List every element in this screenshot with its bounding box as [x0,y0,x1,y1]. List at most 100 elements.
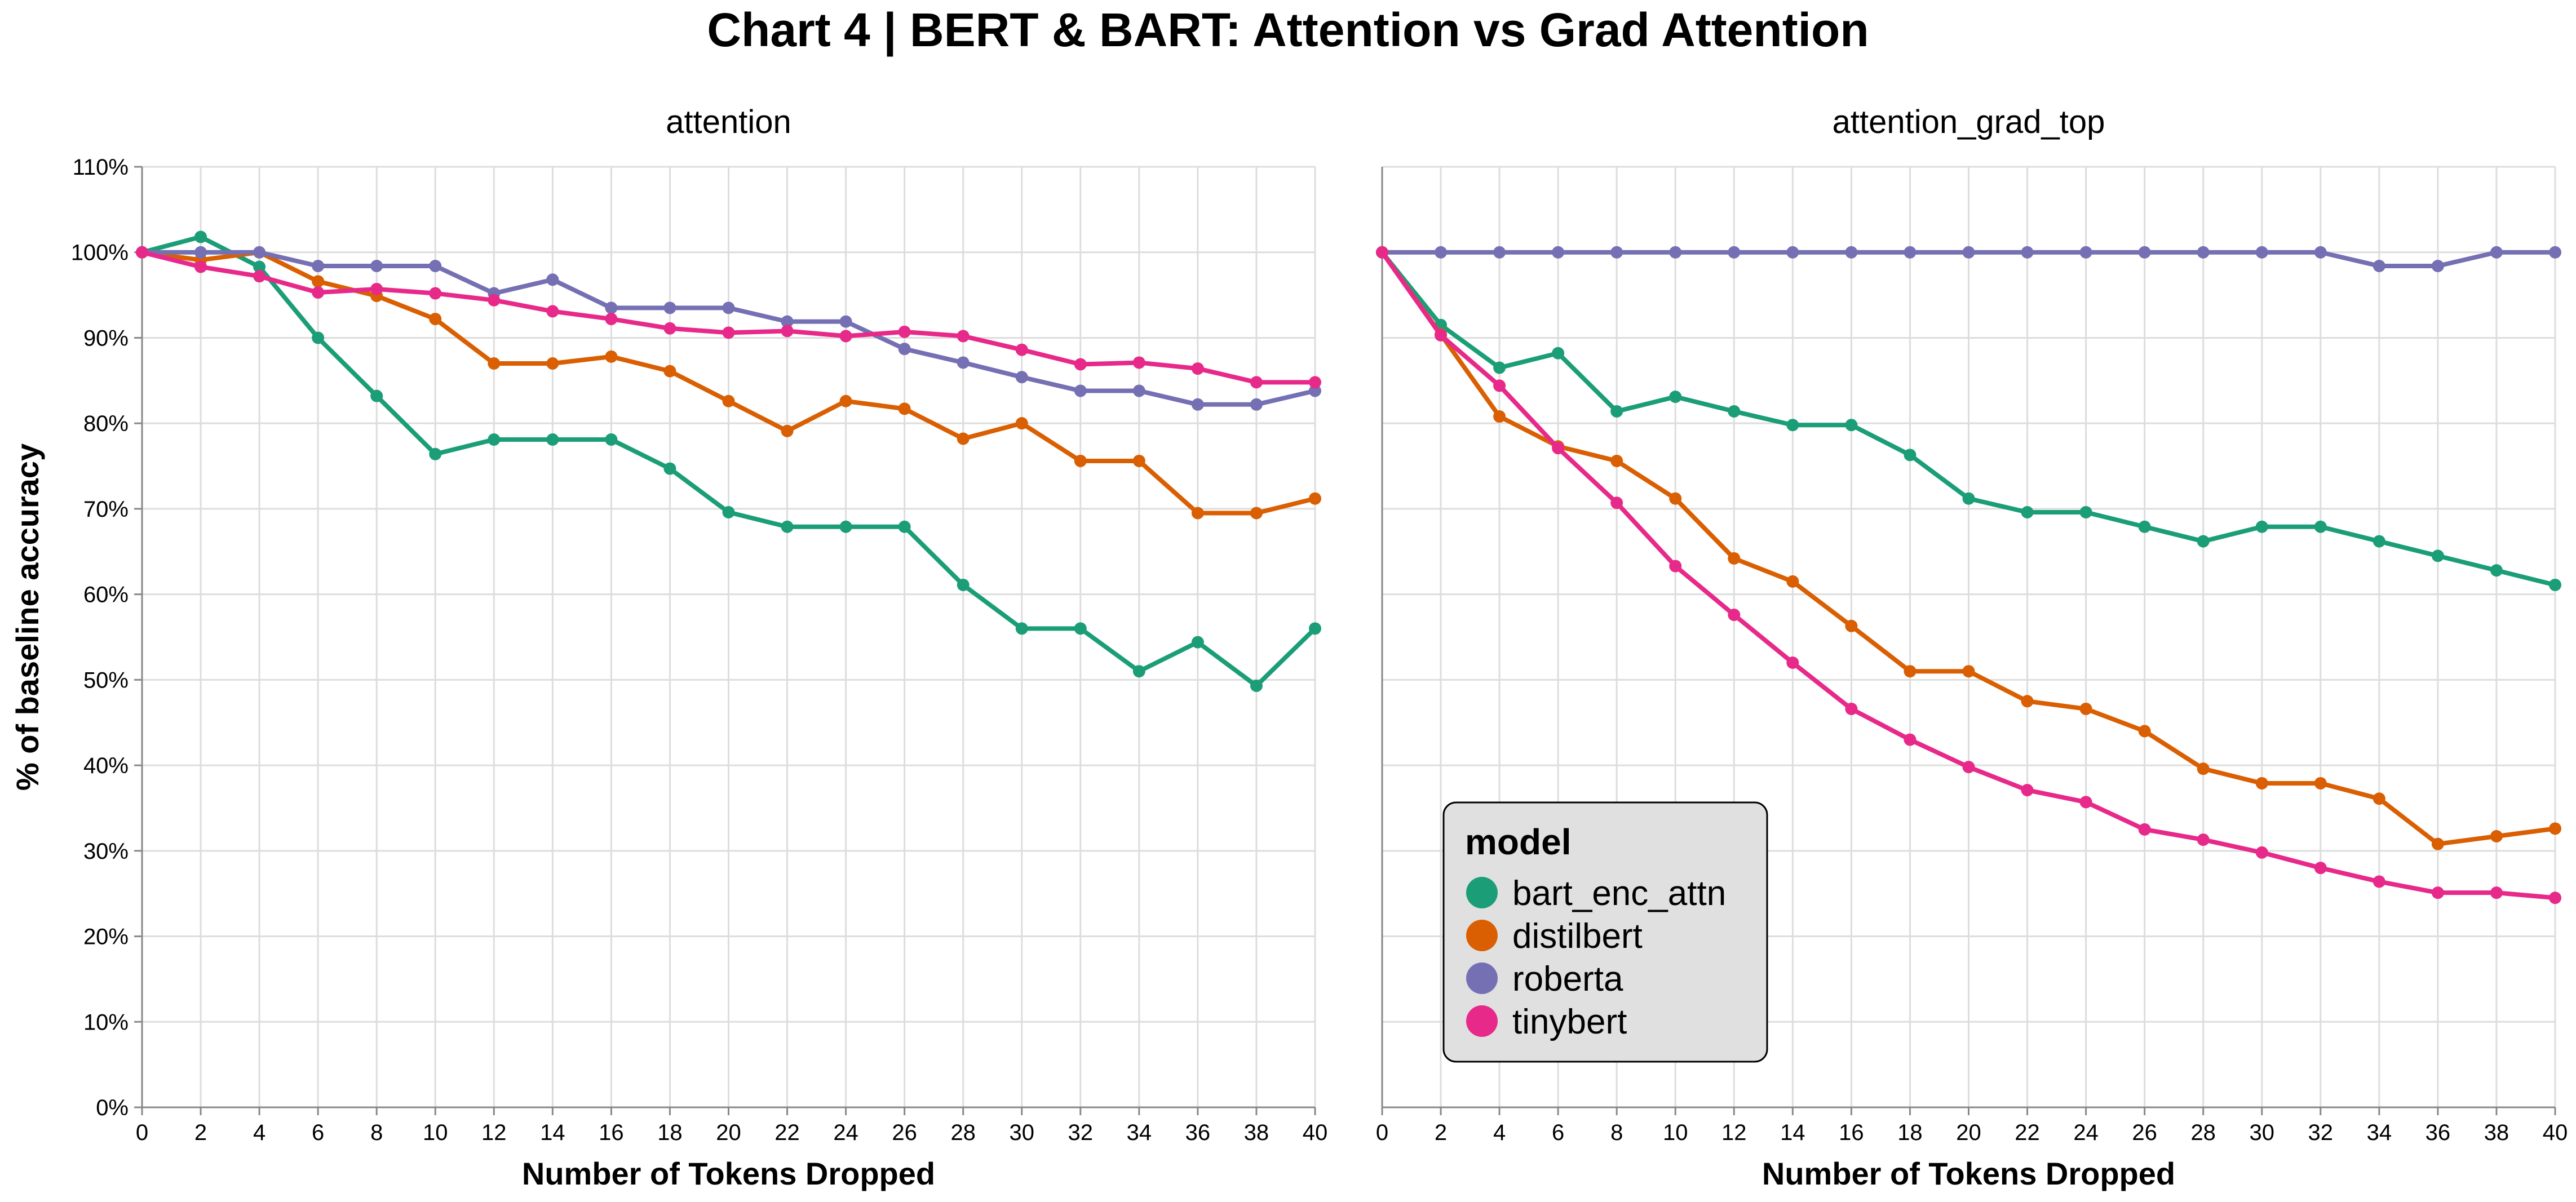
data-point [1552,442,1565,455]
data-point [1669,560,1682,573]
data-point [2255,246,2268,259]
data-point [1728,552,1741,565]
data-point [957,432,970,445]
data-point [957,578,970,591]
data-point [2549,891,2561,904]
data-point [1074,454,1087,467]
data-point [839,315,852,328]
data-point [1786,657,1799,669]
data-point [1845,619,1858,632]
x-tick-label: 24 [833,1120,858,1145]
data-point [663,301,676,314]
data-point [1786,419,1799,432]
legend-item-roberta: roberta [1466,960,1623,999]
data-point [2431,549,2444,562]
data-point [1904,449,1916,462]
series-tinybert [136,246,1321,389]
data-point [2490,886,2503,899]
data-point [1015,417,1028,430]
data-point [663,462,676,475]
data-point [2431,837,2444,850]
data-point [1904,246,1916,259]
data-point [722,505,735,518]
data-point [2314,862,2327,875]
x-tick-label: 10 [1663,1120,1688,1145]
data-point [1552,246,1565,259]
data-point [898,325,911,338]
data-point [1669,391,1682,403]
x-tick-label: 14 [1780,1120,1805,1145]
x-tick-label: 22 [774,1120,800,1145]
x-tick-label: 8 [370,1120,383,1145]
data-point [194,260,207,273]
data-point [2314,246,2327,259]
data-point [1309,376,1321,389]
data-point [1962,246,1975,259]
panels: 0 2 4 6 8 10 12 14 16 18 20 22 24 26 28 30 32 34 36 38 400%1… [71,104,2568,1191]
x-tick-label: 0 [136,1120,148,1145]
data-point [1435,246,1448,259]
data-point [1610,496,1623,509]
data-point [136,246,148,259]
data-point [429,447,442,460]
data-point [1250,398,1263,411]
data-point [2490,564,2503,577]
data-point [1493,379,1506,392]
data-point [2255,777,2268,789]
data-point [1493,361,1506,374]
data-point [839,330,852,343]
data-point [429,260,442,273]
data-point [957,356,970,369]
data-point [253,246,266,259]
x-tick-label: 0 [1376,1120,1388,1145]
data-point [605,301,618,314]
data-point [605,433,618,446]
data-point [1610,405,1623,418]
data-point [1552,347,1565,360]
data-point [1786,246,1799,259]
data-point [2197,535,2210,548]
data-point [2138,725,2151,738]
data-point [312,260,325,273]
x-tick-label: 30 [1010,1120,1035,1145]
data-point [1132,665,1145,678]
data-point [2197,246,2210,259]
x-tick-label: 26 [892,1120,917,1145]
x-tick-label: 34 [2367,1120,2392,1145]
data-point [1191,398,1204,411]
data-point [429,313,442,326]
legend-label: tinybert [1512,1003,1627,1041]
data-point [546,305,559,318]
data-point [1904,733,1916,746]
legend-label: distilbert [1512,917,1643,956]
x-tick-label: 30 [2250,1120,2275,1145]
x-tick-label: 26 [2132,1120,2157,1145]
data-point [2021,246,2034,259]
data-point [429,287,442,300]
data-point [1786,575,1799,588]
data-point [2549,246,2561,259]
y-tick-label: 80% [83,411,129,436]
x-axis-title: Number of Tokens Dropped [522,1156,935,1191]
data-point [1132,454,1145,467]
y-tick-label: 40% [83,753,129,778]
data-point [1845,419,1858,432]
data-point [1015,622,1028,635]
x-tick-label: 20 [716,1120,741,1145]
data-point [1132,356,1145,369]
data-point [1669,492,1682,505]
legend-label: bart_enc_attn [1512,874,1726,913]
x-tick-label: 16 [1839,1120,1864,1145]
data-point [1191,362,1204,375]
x-tick-label: 28 [950,1120,976,1145]
panel-attention: 0 2 4 6 8 10 12 14 16 18 20 22 24 26 28 30 32 34 36 38 400%1… [71,104,1328,1191]
data-point [2314,777,2327,789]
x-tick-label: 16 [599,1120,624,1145]
data-point [2549,822,2561,835]
data-point [605,313,618,326]
x-tick-label: 32 [2308,1120,2334,1145]
x-tick-label: 12 [1721,1120,1747,1145]
data-point [2314,520,2327,533]
x-tick-label: 6 [312,1120,324,1145]
data-point [253,260,266,273]
